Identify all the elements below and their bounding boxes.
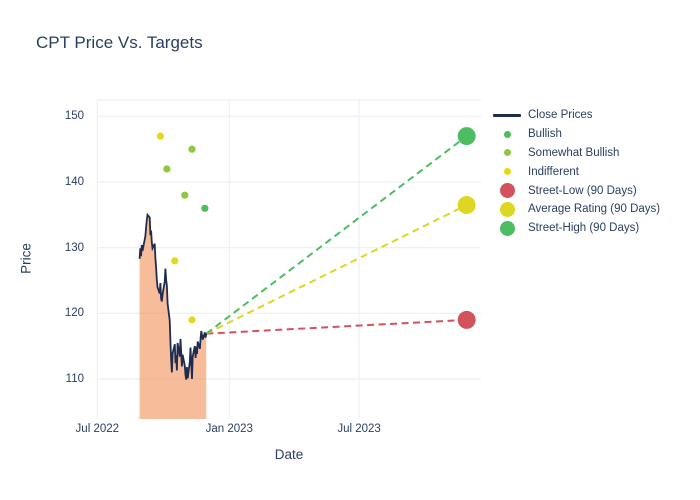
indifferent-rating-dot[interactable] xyxy=(171,257,179,265)
close-price-area[interactable] xyxy=(139,214,207,419)
somewhat-bullish-rating-dot[interactable] xyxy=(188,145,196,153)
indifferent-dot-marker xyxy=(503,168,511,176)
street-high-dot-marker xyxy=(499,220,515,236)
somewhat-bullish-rating-dot[interactable] xyxy=(163,165,171,173)
somewhat-bullish-rating-dot[interactable] xyxy=(181,191,189,199)
legend-label: Average Rating (90 Days) xyxy=(528,203,661,216)
y-tick-label: 150 xyxy=(64,110,84,123)
close-price-line[interactable] xyxy=(138,212,208,380)
target-dot-street-high[interactable] xyxy=(457,127,476,146)
y-tick-label: 120 xyxy=(64,307,84,320)
legend: Close Prices Bullish Somewhat Bullish In… xyxy=(487,106,660,238)
legend-label: Indifferent xyxy=(528,165,579,178)
legend-item-somewhat-bullish[interactable]: Somewhat Bullish xyxy=(487,144,660,163)
average-rating-dot-marker xyxy=(499,201,515,217)
indifferent-rating-dot[interactable] xyxy=(188,316,196,324)
legend-item-close-prices[interactable]: Close Prices xyxy=(487,106,660,125)
legend-label: Street-High (90 Days) xyxy=(528,222,640,235)
legend-label: Close Prices xyxy=(528,109,593,122)
bullish-rating-dot[interactable] xyxy=(201,204,209,212)
legend-item-street-low[interactable]: Street-Low (90 Days) xyxy=(487,181,660,200)
x-tick-label: Jul 2023 xyxy=(337,423,381,435)
target-line-street-high[interactable] xyxy=(205,135,468,335)
legend-item-street-high[interactable]: Street-High (90 Days) xyxy=(487,219,660,238)
target-line-average-rating[interactable] xyxy=(205,204,468,335)
chart-title: CPT Price Vs. Targets xyxy=(36,33,203,52)
legend-item-bullish[interactable]: Bullish xyxy=(487,125,660,144)
x-tick-label: Jul 2022 xyxy=(75,423,120,435)
legend-label: Somewhat Bullish xyxy=(528,146,620,159)
y-axis-title: Price xyxy=(18,243,34,274)
target-dot-average-rating[interactable] xyxy=(457,196,476,215)
y-tick-label: 110 xyxy=(65,372,84,385)
legend-label: Street-Low (90 Days) xyxy=(528,184,637,197)
close-prices-line-swatch xyxy=(493,114,521,117)
y-tick-label: 140 xyxy=(64,176,84,189)
indifferent-rating-dot[interactable] xyxy=(156,132,165,140)
legend-item-average-rating[interactable]: Average Rating (90 Days) xyxy=(487,200,660,219)
x-tick-label: Jan 2023 xyxy=(205,423,253,435)
y-tick-label: 130 xyxy=(64,241,84,254)
bullish-dot-marker xyxy=(503,130,511,138)
legend-item-indifferent[interactable]: Indifferent xyxy=(487,162,660,181)
somewhat-bullish-dot-marker xyxy=(503,149,511,157)
x-axis-title: Date xyxy=(274,447,304,462)
street-low-dot-marker xyxy=(499,183,515,199)
target-dot-street-low[interactable] xyxy=(457,310,476,329)
target-line-street-low[interactable] xyxy=(206,318,467,335)
legend-label: Bullish xyxy=(528,128,562,141)
